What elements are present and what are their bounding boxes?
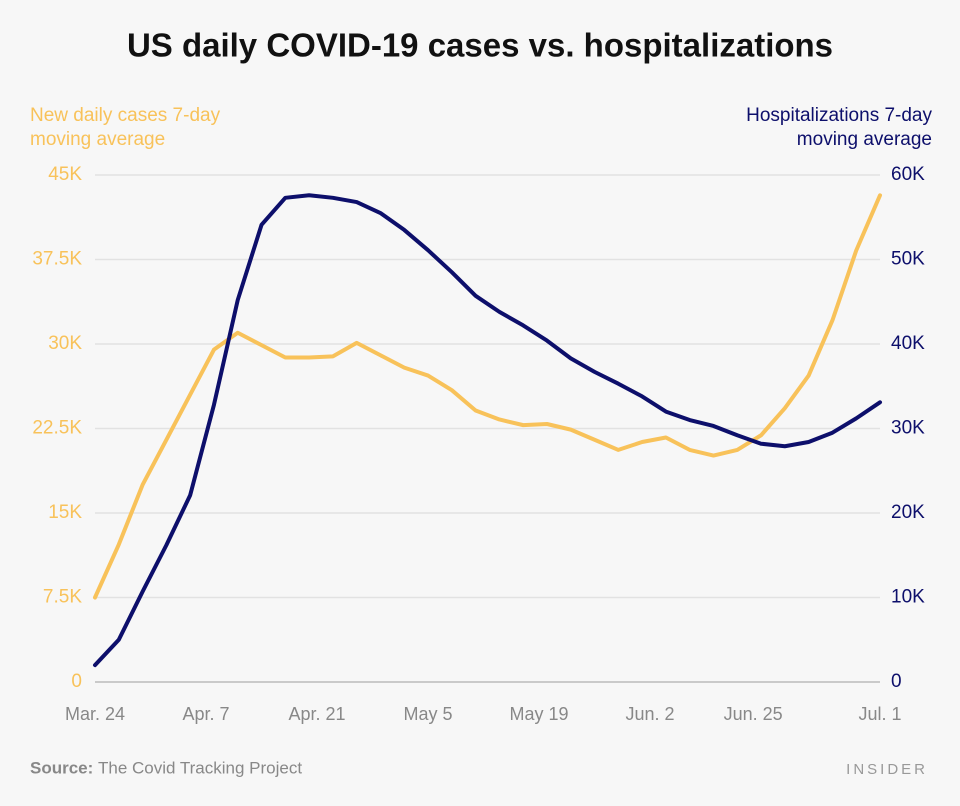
series-line: [93, 193, 882, 600]
y-axis-label: moving average: [30, 129, 165, 150]
y2-tick-label: 40K: [891, 333, 925, 354]
x-tick-label: Jun. 25: [724, 704, 783, 724]
y2-tick-label: 30K: [891, 418, 925, 439]
x-tick-label: Mar. 24: [65, 704, 125, 724]
x-tick-label: Apr. 21: [288, 704, 345, 724]
y-tick-label: 0: [71, 671, 82, 692]
y2-tick-label: 50K: [891, 249, 925, 270]
x-tick-label: Jul. 1: [858, 704, 901, 724]
y-axis-label: New daily cases 7-day: [30, 105, 221, 126]
brand: INSIDER: [846, 761, 928, 778]
source-label: Source:: [30, 758, 93, 777]
y-tick-label: 22.5K: [32, 418, 82, 439]
y2-axis-label: Hospitalizations 7-day: [746, 105, 932, 126]
y-tick-label: 45K: [48, 164, 82, 185]
x-tick-label: May 19: [510, 704, 569, 724]
series-line: [93, 193, 882, 668]
y2-axis-label: moving average: [797, 129, 932, 150]
y2-tick-label: 0: [891, 671, 902, 692]
x-tick-label: Apr. 7: [182, 704, 229, 724]
source: The Covid Tracking Project: [98, 758, 302, 777]
y-tick-label: 30K: [48, 333, 82, 354]
chart-title: US daily COVID-19 cases vs. hospitalizat…: [127, 27, 833, 64]
y2-tick-label: 10K: [891, 587, 925, 608]
x-tick-label: May 5: [404, 704, 453, 724]
y-tick-label: 37.5K: [32, 249, 82, 270]
y-tick-label: 7.5K: [43, 587, 82, 608]
x-tick-label: Jun. 2: [626, 704, 675, 724]
y2-tick-label: 60K: [891, 164, 925, 185]
y2-tick-label: 20K: [891, 502, 925, 523]
y-tick-label: 15K: [48, 502, 82, 523]
